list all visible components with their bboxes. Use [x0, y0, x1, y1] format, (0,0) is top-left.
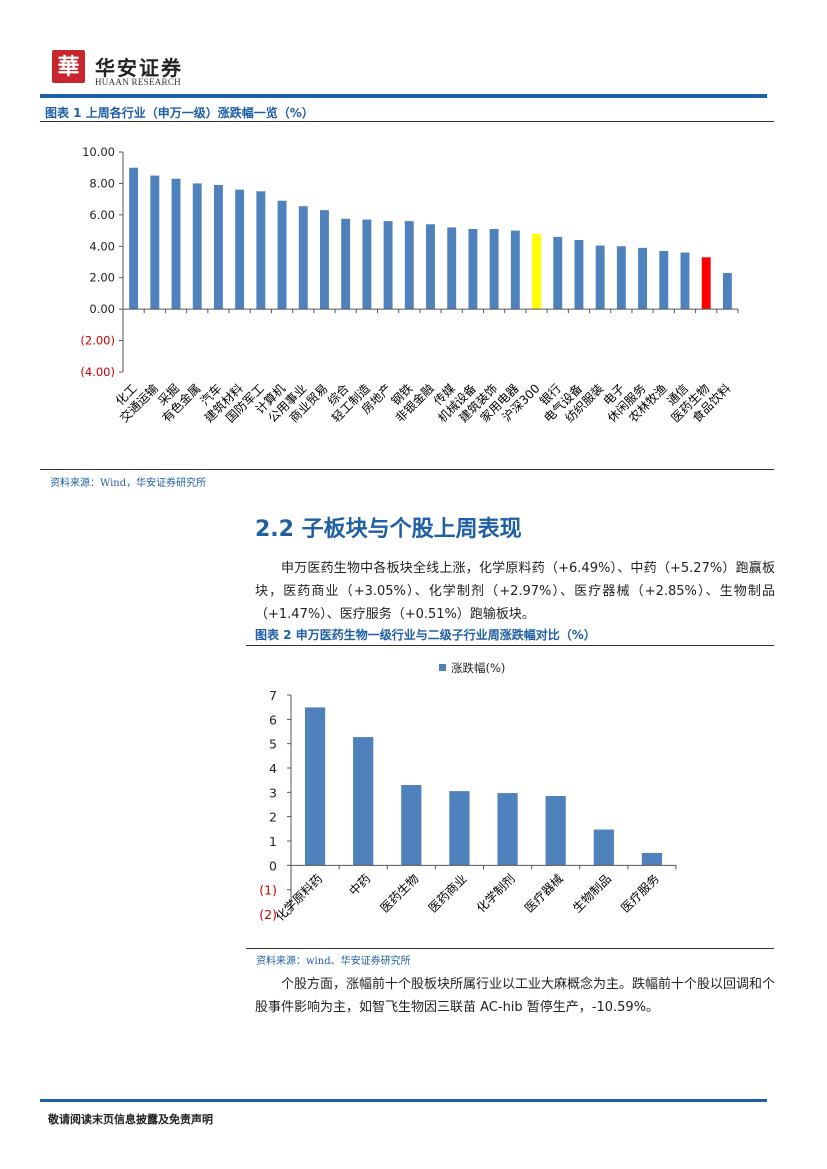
- y-tick-label: 2.00: [89, 271, 115, 285]
- figure2-bottom-rule: [246, 948, 774, 949]
- bar: [192, 183, 202, 310]
- y-tick-label: 8.00: [89, 176, 115, 190]
- bar: [404, 221, 414, 310]
- bar: [593, 829, 614, 866]
- bar: [638, 247, 648, 310]
- figure1-top-rule: [40, 121, 774, 122]
- y-tick-label: 7: [269, 688, 277, 703]
- bar: [235, 189, 245, 310]
- x-tick-label: 化学原料药: [272, 871, 325, 924]
- y-tick-label: (2.00): [80, 334, 115, 348]
- bar: [304, 707, 326, 866]
- x-tick-label: 生物制品: [570, 872, 614, 916]
- company-logo-mark: 華: [52, 50, 85, 83]
- y-tick-label: (1): [259, 883, 277, 898]
- section-paragraph-1: 申万医药生物中各板块全线上涨，化学原料药（+6.49%）、中药（+5.27%）跑…: [255, 561, 775, 622]
- bar: [150, 175, 160, 310]
- bar: [277, 200, 287, 310]
- legend-label: 涨跌幅(%): [451, 661, 505, 675]
- bar: [449, 791, 470, 866]
- y-tick-label: 3: [269, 785, 277, 800]
- bar: [616, 246, 626, 310]
- logo-glyph: 華: [57, 55, 79, 80]
- y-tick-label: 6: [269, 712, 277, 727]
- legend-swatch: [439, 664, 446, 671]
- bar: [545, 795, 566, 866]
- y-tick-label: 4.00: [89, 239, 115, 253]
- footer-disclaimer: 敬请阅读末页信息披露及免责声明: [48, 1113, 213, 1126]
- x-tick-label: 医疗器械: [521, 871, 566, 916]
- bar: [362, 219, 372, 310]
- bar: [641, 852, 663, 866]
- y-tick-label: 1: [269, 834, 277, 849]
- y-tick-label: 2: [269, 810, 277, 825]
- figure1-bar-chart: 10.008.006.004.002.000.00(2.00)(4.00)化工交…: [80, 145, 739, 425]
- figure2-top-rule: [246, 645, 774, 646]
- bar: [447, 227, 457, 310]
- figure1-source: 资料来源：Wind，华安证券研究所: [50, 478, 207, 489]
- bar: [659, 251, 669, 310]
- x-tick-label: 医药商业: [425, 871, 470, 916]
- x-tick-label: 医药生物: [378, 872, 422, 916]
- y-tick-label: 4: [269, 761, 277, 776]
- figure1-title: 图表 1 上周各行业（申万一级）涨跌幅一览（%）: [45, 106, 314, 120]
- section-paragraph-2: 个股方面，涨幅前十个股板块所属行业以工业大麻概念为主。跌幅前十个股以回调和个股事…: [255, 977, 776, 1015]
- x-tick-label: 医疗服务: [618, 871, 663, 916]
- bar: [510, 230, 520, 310]
- bar: [722, 273, 732, 310]
- bar: [497, 793, 518, 866]
- y-tick-label: (2): [259, 907, 277, 922]
- x-tick-label: 化学制剂: [473, 871, 518, 916]
- bar: [468, 229, 478, 310]
- y-tick-label: 5: [269, 737, 277, 752]
- bar: [701, 257, 711, 310]
- header-rule: [40, 94, 767, 98]
- bar: [213, 185, 223, 310]
- bar: [426, 224, 435, 310]
- bar: [320, 210, 329, 310]
- bar: [401, 785, 422, 866]
- figure2-source: 资料来源：wind、华安证券研究所: [256, 956, 411, 967]
- x-tick-label: 中药: [346, 871, 374, 899]
- figure1-bottom-rule: [40, 469, 774, 470]
- figure2-bar-chart: 涨跌幅(%)76543210(1)(2)化学原料药 中药 医药生物 医药商业 化学制剂医…: [259, 661, 677, 924]
- bar: [129, 167, 139, 310]
- footer-rule: [40, 1099, 767, 1102]
- bar: [532, 233, 541, 310]
- y-tick-label: (4.00): [80, 365, 115, 379]
- bar: [353, 737, 374, 866]
- bar: [680, 252, 690, 310]
- y-tick-label: 6.00: [89, 208, 115, 222]
- y-tick-label: 0.00: [89, 302, 115, 316]
- bar: [383, 221, 393, 310]
- figure2-title: 图表 2 申万医药生物一级行业与二级子行业周涨跌幅对比（%）: [255, 628, 596, 642]
- company-name-en: HUAAN RESEARCH: [95, 77, 181, 87]
- y-tick-label: 0: [269, 858, 277, 873]
- section-title: 2.2 子板块与个股上周表现: [255, 517, 522, 542]
- bar: [256, 191, 266, 310]
- bar: [574, 240, 584, 310]
- bar: [341, 218, 351, 310]
- bar: [553, 236, 563, 310]
- bar: [171, 178, 181, 310]
- bar: [489, 229, 499, 310]
- company-name-cn: 华安证券: [95, 56, 183, 80]
- bar: [298, 206, 308, 310]
- bar: [595, 245, 605, 310]
- y-tick-label: 10.00: [82, 145, 115, 159]
